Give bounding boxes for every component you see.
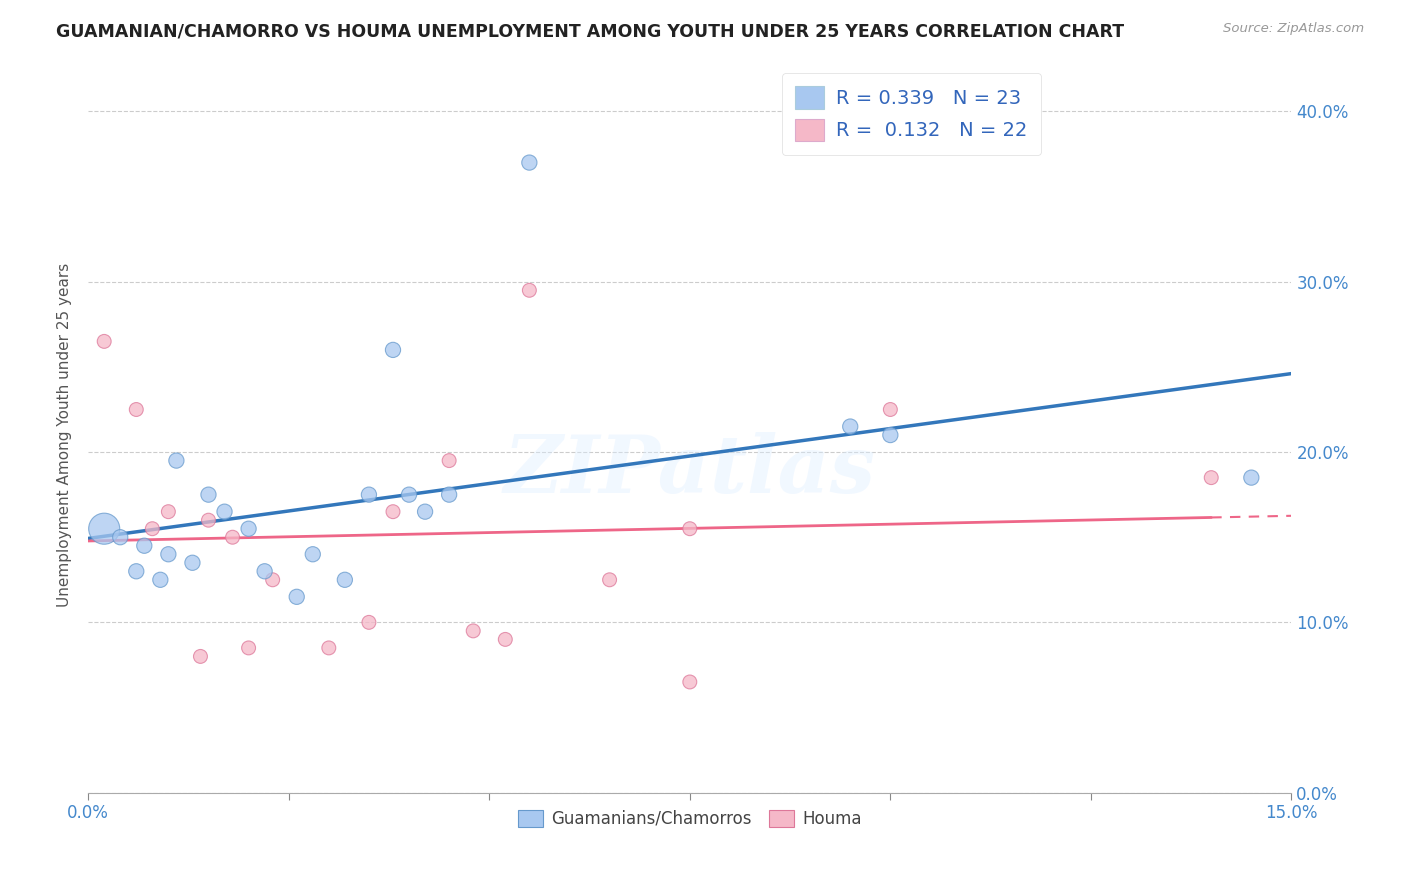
- Text: Source: ZipAtlas.com: Source: ZipAtlas.com: [1223, 22, 1364, 36]
- Point: [157, 505, 180, 519]
- Point: [110, 530, 132, 544]
- Y-axis label: Unemployment Among Youth under 25 years: Unemployment Among Youth under 25 years: [58, 263, 72, 607]
- Point: [253, 564, 276, 578]
- Point: [238, 640, 260, 655]
- Point: [157, 547, 180, 561]
- Point: [1199, 470, 1222, 484]
- Point: [141, 522, 163, 536]
- Point: [398, 488, 420, 502]
- Point: [197, 488, 219, 502]
- Point: [879, 402, 901, 417]
- Point: [238, 522, 260, 536]
- Text: GUAMANIAN/CHAMORRO VS HOUMA UNEMPLOYMENT AMONG YOUTH UNDER 25 YEARS CORRELATION : GUAMANIAN/CHAMORRO VS HOUMA UNEMPLOYMENT…: [56, 22, 1125, 40]
- Point: [181, 556, 204, 570]
- Point: [333, 573, 356, 587]
- Point: [93, 334, 115, 349]
- Point: [437, 488, 460, 502]
- Point: [262, 573, 284, 587]
- Point: [839, 419, 862, 434]
- Point: [679, 522, 702, 536]
- Point: [437, 453, 460, 467]
- Text: ZIPatlas: ZIPatlas: [503, 432, 876, 509]
- Point: [149, 573, 172, 587]
- Point: [382, 343, 405, 357]
- Point: [879, 428, 901, 442]
- Point: [382, 505, 405, 519]
- Point: [413, 505, 436, 519]
- Point: [134, 539, 156, 553]
- Point: [125, 564, 148, 578]
- Point: [190, 649, 212, 664]
- Point: [1240, 470, 1263, 484]
- Point: [599, 573, 621, 587]
- Point: [93, 522, 115, 536]
- Point: [125, 402, 148, 417]
- Point: [463, 624, 485, 638]
- Legend: Guamanians/Chamorros, Houma: Guamanians/Chamorros, Houma: [512, 803, 868, 834]
- Point: [679, 675, 702, 690]
- Point: [357, 615, 380, 630]
- Point: [165, 453, 187, 467]
- Point: [301, 547, 323, 561]
- Point: [494, 632, 516, 647]
- Point: [357, 488, 380, 502]
- Point: [318, 640, 340, 655]
- Point: [197, 513, 219, 527]
- Point: [519, 155, 541, 169]
- Point: [221, 530, 243, 544]
- Point: [214, 505, 236, 519]
- Point: [285, 590, 308, 604]
- Point: [519, 283, 541, 297]
